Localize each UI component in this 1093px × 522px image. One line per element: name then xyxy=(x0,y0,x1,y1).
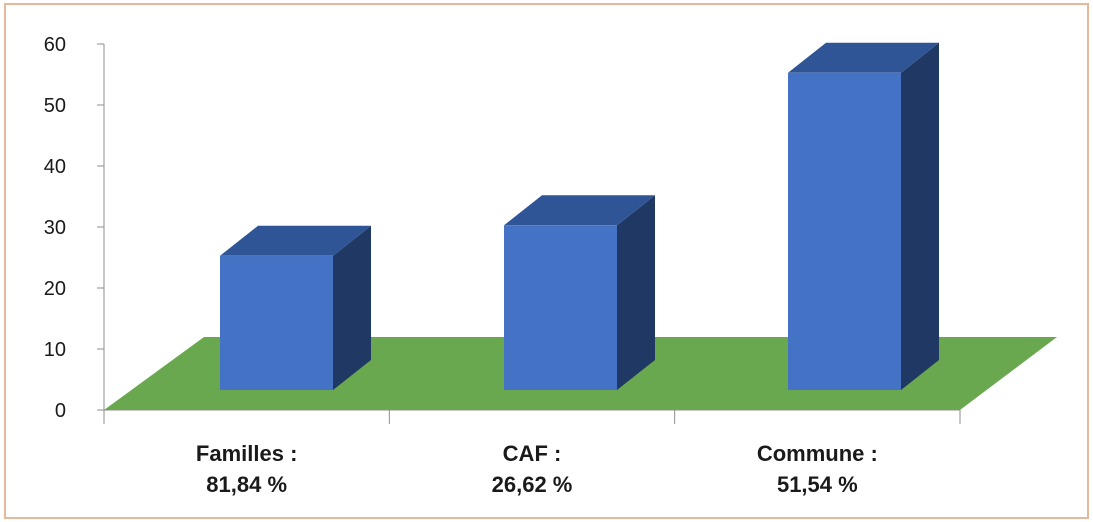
bar-front xyxy=(788,72,901,391)
y-axis-ticks: 0 10 20 30 40 50 60 xyxy=(44,34,104,422)
bar xyxy=(220,225,371,390)
bar-front xyxy=(504,225,617,390)
x-category-percentage: 51,54 % xyxy=(777,472,858,497)
bar-top xyxy=(504,195,655,226)
bar-front xyxy=(220,255,333,390)
bar xyxy=(504,195,655,390)
y-tick-label: 50 xyxy=(44,95,66,117)
bar-top xyxy=(220,225,371,256)
bar-top xyxy=(788,42,939,73)
x-category-percentage: 81,84 % xyxy=(206,472,287,497)
x-category-label: Familles : xyxy=(196,441,297,466)
bar-side xyxy=(901,42,939,391)
y-tick-label: 30 xyxy=(44,217,66,239)
y-tick-label: 40 xyxy=(44,156,66,178)
x-category-percentage: 26,62 % xyxy=(492,472,573,497)
bars xyxy=(220,42,939,391)
bar-side xyxy=(333,225,371,390)
y-tick-label: 60 xyxy=(44,34,66,56)
x-category-label: Commune : xyxy=(757,441,878,466)
y-tick-label: 0 xyxy=(55,400,66,422)
bar-side xyxy=(617,195,655,390)
x-axis-labels: Familles : 81,84 % CAF : 26,62 % Commune : 51… xyxy=(196,441,878,497)
x-axis-ticks xyxy=(103,410,961,424)
y-tick-label: 20 xyxy=(44,278,66,300)
x-category-label: CAF : xyxy=(503,441,562,466)
y-tick-label: 10 xyxy=(44,339,66,361)
bar xyxy=(788,42,939,391)
